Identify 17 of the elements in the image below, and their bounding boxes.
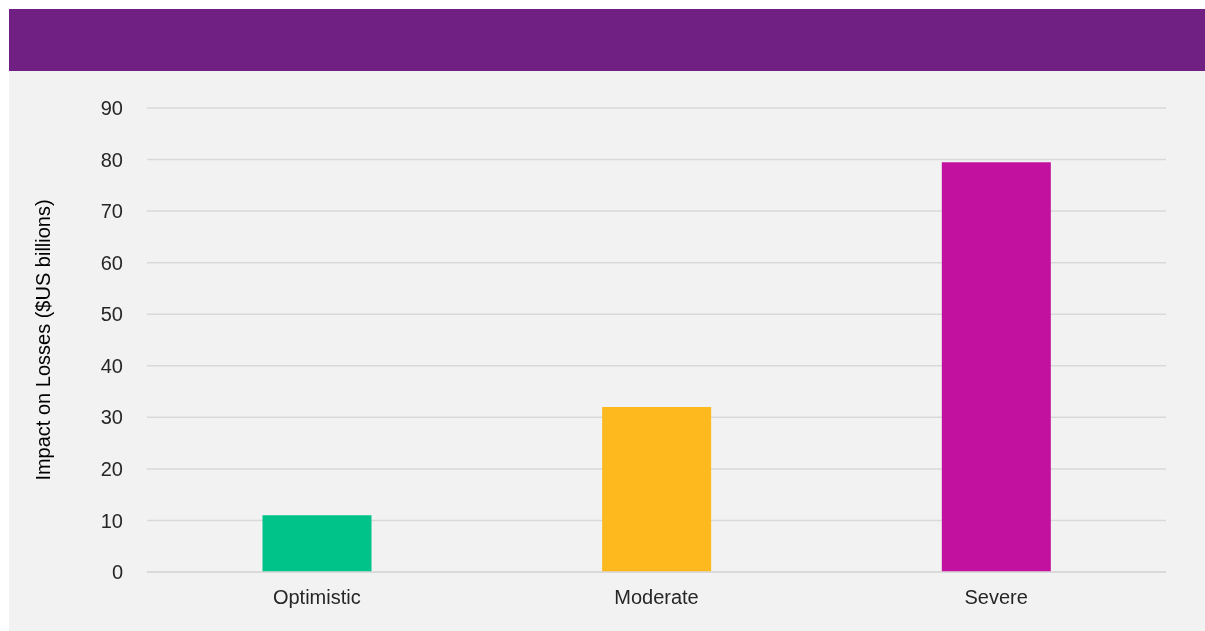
bar xyxy=(602,407,712,572)
y-tick-label: 0 xyxy=(111,561,123,584)
y-tick-label: 50 xyxy=(100,303,123,326)
x-tick-label: Severe xyxy=(964,586,1028,609)
y-tick-label: 30 xyxy=(100,406,123,429)
y-tick-label: 40 xyxy=(100,354,123,377)
y-tick-label: 60 xyxy=(100,251,123,274)
x-tick-label: Moderate xyxy=(614,586,699,609)
y-axis-title: Impact on Losses ($US billions) xyxy=(32,199,55,481)
y-tick-label: 10 xyxy=(100,509,123,532)
bar xyxy=(941,162,1051,572)
y-tick-label: 70 xyxy=(100,200,123,223)
y-tick-label: 20 xyxy=(100,457,123,480)
y-tick-label: 90 xyxy=(100,97,123,120)
y-tick-label: 80 xyxy=(100,148,123,171)
x-tick-label: Optimistic xyxy=(272,586,361,609)
bar xyxy=(262,515,372,572)
